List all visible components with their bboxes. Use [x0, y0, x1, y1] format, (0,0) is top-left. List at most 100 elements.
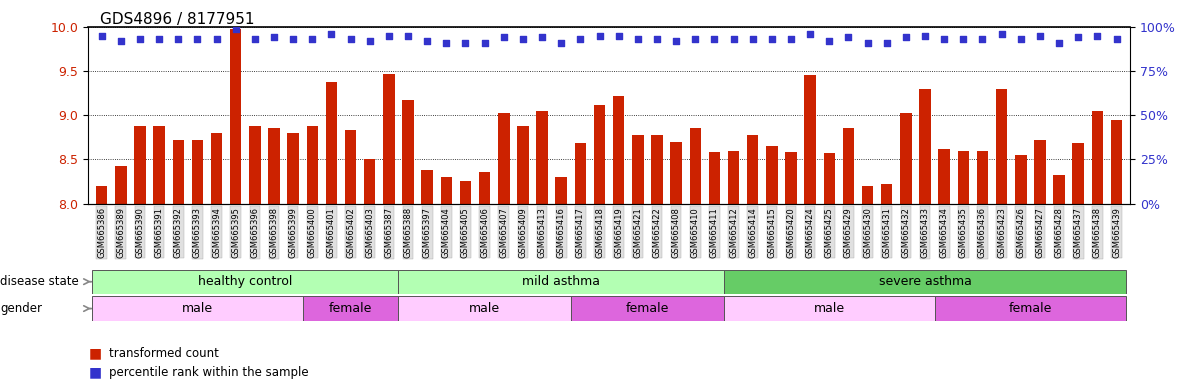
Text: GSM665427: GSM665427: [1036, 207, 1044, 258]
Text: GSM665409: GSM665409: [518, 207, 527, 258]
Bar: [1072, 144, 1084, 204]
Bar: [302, 296, 399, 321]
Point: [897, 35, 916, 41]
Point: [476, 40, 494, 46]
Bar: [1091, 111, 1103, 204]
Point: [302, 36, 321, 42]
Text: GSM665419: GSM665419: [614, 207, 623, 258]
Bar: [230, 29, 241, 204]
Bar: [403, 100, 414, 204]
Text: GSM665395: GSM665395: [231, 207, 240, 258]
Point: [168, 36, 187, 42]
Text: GSM665398: GSM665398: [270, 207, 279, 258]
Bar: [935, 296, 1126, 321]
Bar: [977, 151, 989, 204]
Text: female: female: [328, 302, 372, 315]
Point: [1031, 33, 1050, 39]
Text: GSM665393: GSM665393: [193, 207, 202, 258]
Bar: [843, 128, 855, 204]
Point: [399, 33, 418, 39]
Bar: [996, 89, 1008, 204]
Point: [935, 36, 953, 42]
Bar: [479, 172, 491, 204]
Bar: [1035, 140, 1045, 204]
Text: severe asthma: severe asthma: [878, 275, 971, 288]
Bar: [517, 126, 528, 204]
Bar: [593, 104, 605, 204]
Bar: [804, 76, 816, 204]
Bar: [709, 152, 720, 204]
Text: GSM665423: GSM665423: [997, 207, 1006, 258]
Text: male: male: [182, 302, 213, 315]
Text: GSM665396: GSM665396: [251, 207, 259, 258]
Point: [552, 40, 571, 46]
Text: percentile rank within the sample: percentile rank within the sample: [109, 366, 310, 379]
Text: GSM665424: GSM665424: [805, 207, 814, 258]
Text: GSM665414: GSM665414: [749, 207, 757, 258]
Point: [437, 40, 455, 46]
Bar: [724, 270, 1126, 294]
Text: GSM665436: GSM665436: [978, 207, 988, 258]
Point: [92, 33, 111, 39]
Text: ■: ■: [88, 366, 101, 379]
Text: GSM665421: GSM665421: [633, 207, 643, 258]
Bar: [724, 296, 935, 321]
Text: GSM665390: GSM665390: [135, 207, 145, 258]
Point: [629, 36, 647, 42]
Text: GSM665413: GSM665413: [538, 207, 546, 258]
Bar: [727, 151, 739, 204]
Point: [513, 36, 532, 42]
Text: GSM665433: GSM665433: [920, 207, 930, 258]
Point: [953, 36, 972, 42]
Bar: [97, 186, 107, 204]
Point: [494, 35, 513, 41]
Text: healthy control: healthy control: [198, 275, 292, 288]
Point: [839, 35, 858, 41]
Point: [590, 33, 609, 39]
Point: [226, 26, 245, 32]
Point: [1088, 33, 1106, 39]
Bar: [537, 111, 547, 204]
Text: GSM665415: GSM665415: [767, 207, 777, 258]
Text: GSM665416: GSM665416: [557, 207, 566, 258]
Text: GSM665430: GSM665430: [863, 207, 872, 258]
Bar: [268, 128, 280, 204]
Point: [418, 38, 437, 44]
Point: [112, 38, 131, 44]
Point: [571, 36, 590, 42]
Bar: [766, 146, 778, 204]
Text: GSM665437: GSM665437: [1073, 207, 1083, 258]
Text: ■: ■: [88, 346, 101, 360]
Point: [610, 33, 629, 39]
Text: GSM665432: GSM665432: [902, 207, 910, 258]
Point: [782, 36, 800, 42]
Bar: [571, 296, 724, 321]
Bar: [421, 170, 433, 204]
Text: GSM665406: GSM665406: [480, 207, 490, 258]
Bar: [958, 151, 969, 204]
Text: GSM665438: GSM665438: [1093, 207, 1102, 258]
Bar: [651, 135, 663, 204]
Text: male: male: [470, 302, 500, 315]
Point: [973, 36, 992, 42]
Bar: [498, 113, 510, 204]
Point: [341, 36, 360, 42]
Point: [1050, 40, 1069, 46]
Bar: [345, 130, 357, 204]
Text: transformed count: transformed count: [109, 347, 219, 360]
Text: GSM665401: GSM665401: [327, 207, 335, 258]
Point: [992, 31, 1011, 37]
Point: [1069, 35, 1088, 41]
Text: gender: gender: [0, 302, 42, 315]
Text: GSM665426: GSM665426: [1016, 207, 1025, 258]
Text: GSM665400: GSM665400: [308, 207, 317, 258]
Bar: [399, 296, 571, 321]
Point: [322, 31, 341, 37]
Text: GSM665405: GSM665405: [461, 207, 470, 258]
Text: GSM665435: GSM665435: [959, 207, 967, 258]
Bar: [1111, 120, 1122, 204]
Text: GSM665402: GSM665402: [346, 207, 355, 258]
Bar: [938, 149, 950, 204]
Text: GSM665408: GSM665408: [672, 207, 680, 258]
Point: [131, 36, 149, 42]
